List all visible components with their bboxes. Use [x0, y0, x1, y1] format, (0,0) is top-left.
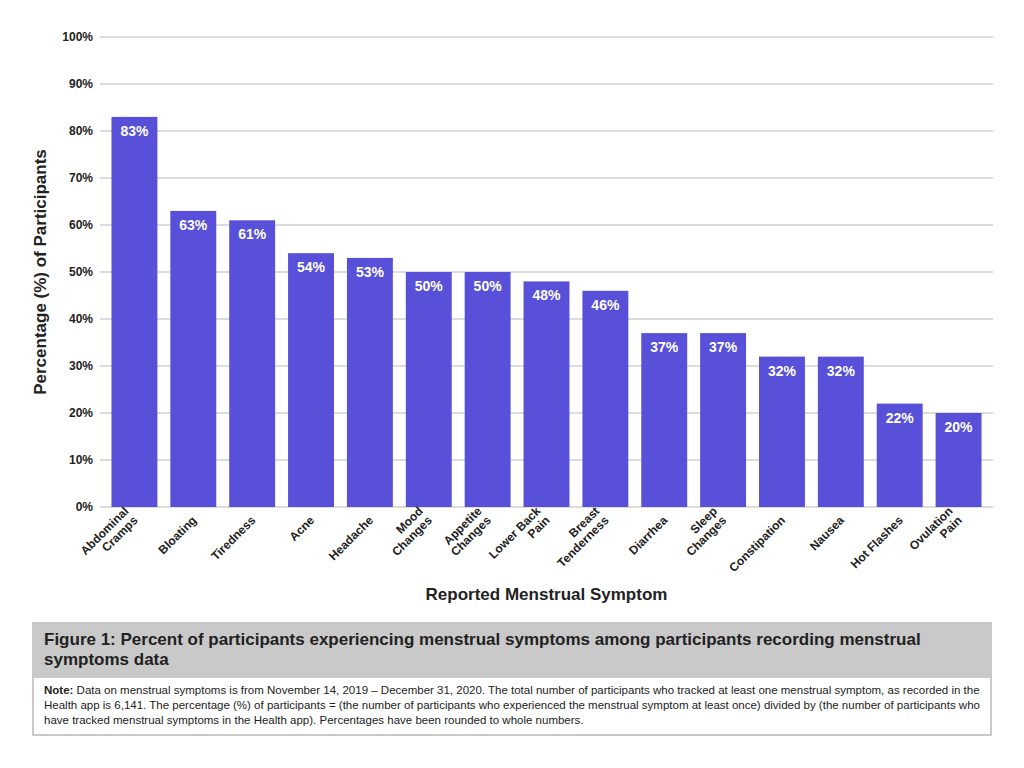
bar	[111, 117, 157, 507]
y-tick-label: 100%	[62, 30, 93, 44]
bar	[582, 291, 628, 507]
x-tick-label: Bloating	[156, 513, 200, 557]
bar	[288, 253, 334, 507]
x-tick-label: MoodChanges	[380, 504, 435, 559]
caption-box: Figure 1: Percent of participants experi…	[32, 622, 992, 678]
data-label: 53%	[356, 264, 385, 280]
x-tick-label: BreastTenderness	[545, 504, 611, 570]
data-label: 50%	[474, 278, 503, 294]
note: Note: Data on menstrual symptoms is from…	[44, 683, 980, 728]
y-axis-label: Percentage (%) of Participants	[31, 149, 50, 395]
data-label: 63%	[179, 217, 208, 233]
x-tick-line: Cramps	[99, 513, 141, 555]
x-tick-label: SleepChanges	[674, 504, 729, 559]
x-tick-line: Acne	[287, 513, 318, 544]
x-tick-label: Hot Flashes	[848, 513, 906, 571]
x-tick-line: Changes	[389, 513, 435, 559]
labels: 83% AbdominalCramps 63% Bloating 61% Tirednes…	[78, 123, 974, 575]
x-tick-label: Headache	[326, 513, 376, 563]
chart: 0% 10% 20% 30% 40% 50% 60% 70% 80% 90% 100% Percent…	[0, 0, 1024, 620]
bar	[170, 211, 216, 507]
x-tick-line: Constipation	[726, 513, 788, 575]
data-label: 32%	[768, 363, 797, 379]
x-tick-label: AbdominalCramps	[78, 504, 141, 567]
bar	[877, 404, 923, 507]
bar	[818, 357, 864, 507]
x-axis-label: Reported Menstrual Symptom	[426, 585, 668, 604]
data-label: 50%	[415, 278, 444, 294]
data-label: 46%	[591, 297, 620, 313]
x-tick-line: Bloating	[156, 513, 200, 557]
y-tick-label: 90%	[69, 77, 93, 91]
y-tick-label: 30%	[69, 359, 93, 373]
y-tick-label: 80%	[69, 124, 93, 138]
data-label: 20%	[945, 419, 974, 435]
bar	[936, 413, 982, 507]
x-tick-label: Lower BackPain	[486, 504, 553, 571]
data-label: 83%	[120, 123, 149, 139]
x-tick-line: Pain	[525, 513, 553, 541]
grid-line	[100, 178, 993, 179]
x-tick-label: Diarrhea	[626, 513, 671, 558]
y-tick-label: 70%	[69, 171, 93, 185]
x-tick-line: Changes	[683, 513, 729, 559]
x-tick-label: Tiredness	[208, 513, 258, 563]
x-tick-line: Diarrhea	[626, 513, 671, 558]
y-tick-label: 20%	[69, 406, 93, 420]
bar	[347, 258, 393, 507]
x-tick-label: Acne	[287, 513, 318, 544]
bar	[524, 281, 570, 507]
y-tick-label: 0%	[76, 500, 94, 514]
note-box: Note: Data on menstrual symptoms is from…	[32, 678, 992, 736]
x-tick-line: Tiredness	[208, 513, 258, 563]
grid-line	[100, 131, 993, 132]
data-label: 37%	[709, 339, 738, 355]
x-tick-line: Hot Flashes	[848, 513, 906, 571]
x-tick-line: Nausea	[807, 513, 847, 553]
x-tick-line: Tenderness	[555, 513, 612, 570]
data-label: 37%	[650, 339, 679, 355]
data-label: 61%	[238, 226, 267, 242]
y-tick-label: 50%	[69, 265, 93, 279]
grid-line	[100, 37, 993, 38]
x-tick-label: Nausea	[807, 513, 847, 553]
bar	[641, 333, 687, 507]
grid-line	[100, 84, 993, 85]
data-label: 22%	[886, 410, 915, 426]
y-tick-label: 40%	[69, 312, 93, 326]
bar	[759, 357, 805, 507]
x-tick-line: Pain	[937, 513, 965, 541]
bar	[465, 272, 511, 507]
note-lead: Note:	[44, 684, 73, 696]
bars	[111, 117, 981, 507]
x-tick-line: Headache	[326, 513, 376, 563]
y-tick-label: 10%	[69, 453, 93, 467]
bar	[229, 220, 275, 507]
bar	[406, 272, 452, 507]
x-tick-label: OvulationPain	[906, 504, 964, 562]
y-tick-label: 60%	[69, 218, 93, 232]
data-label: 32%	[827, 363, 856, 379]
data-label: 54%	[297, 259, 326, 275]
figure-title: Figure 1: Percent of participants experi…	[44, 630, 980, 670]
data-label: 48%	[532, 287, 561, 303]
bar	[700, 333, 746, 507]
x-tick-label: Constipation	[726, 513, 788, 575]
